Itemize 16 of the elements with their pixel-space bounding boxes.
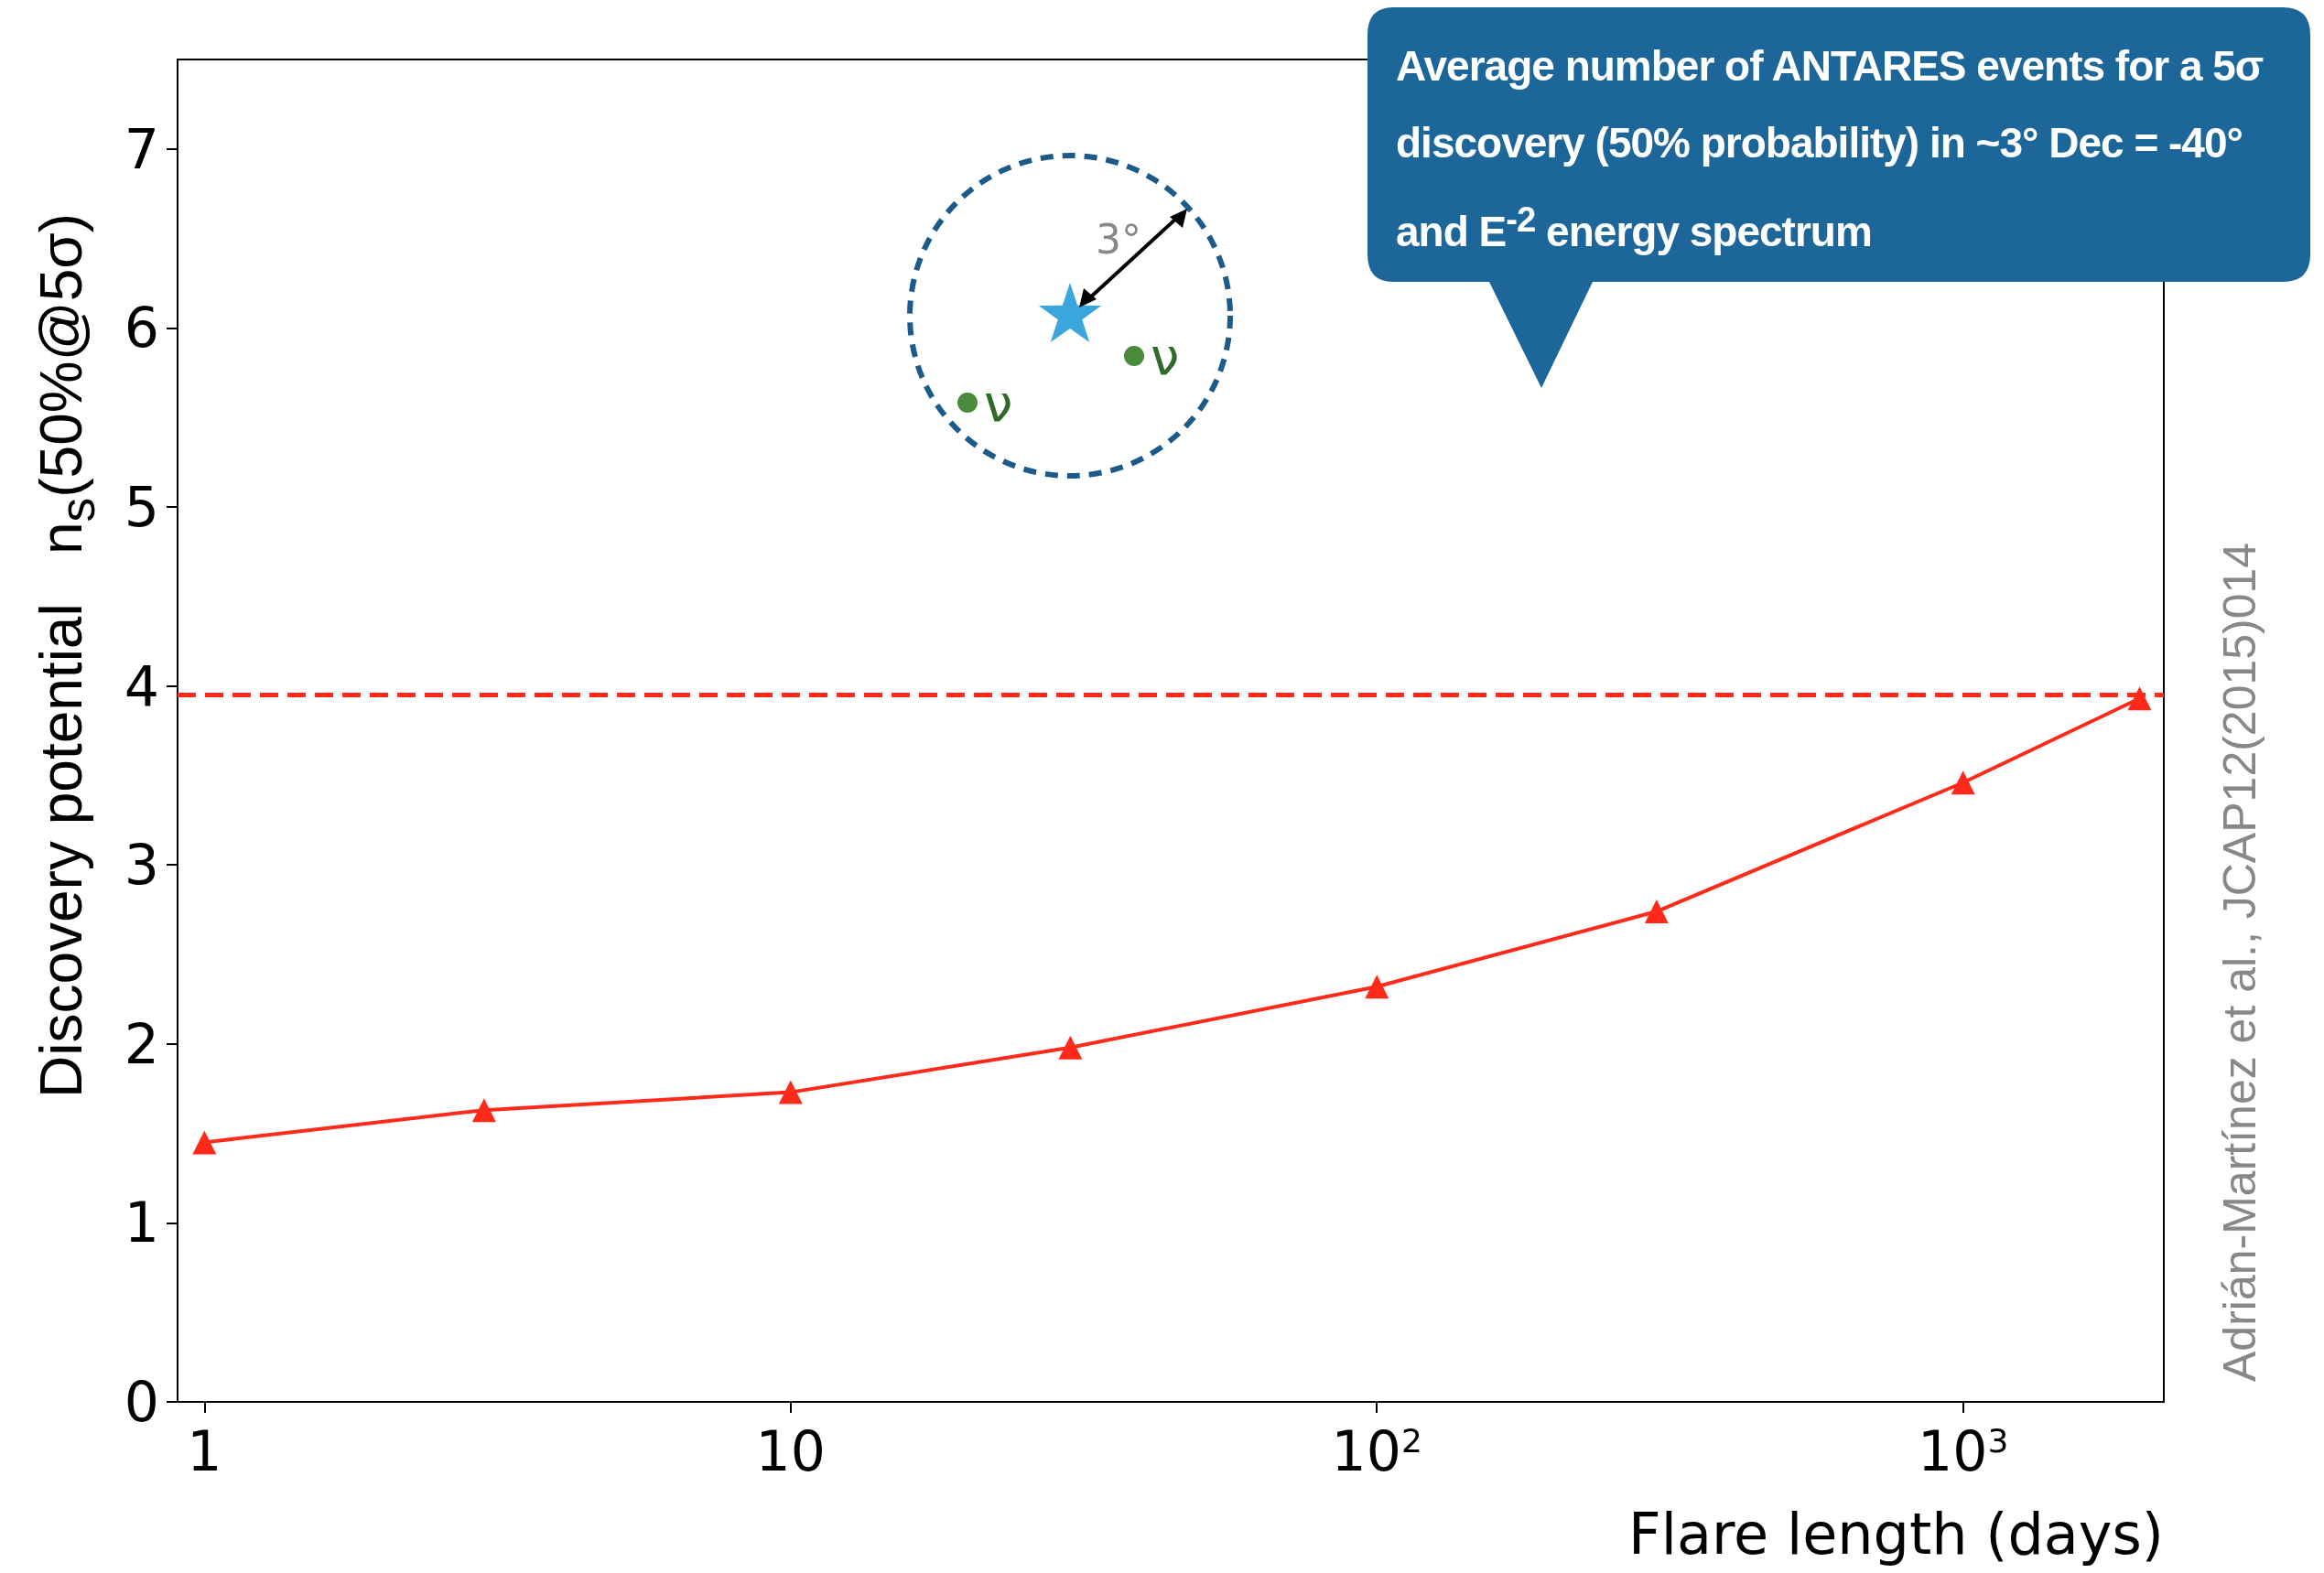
x-tick-label: 1	[187, 1419, 222, 1483]
y-tick-label: 2	[124, 1011, 159, 1076]
y-tick-label: 7	[124, 116, 159, 181]
y-tick-label: 1	[124, 1191, 159, 1255]
x-axis-title: Flare length (days)	[1628, 1501, 2164, 1568]
annotation: ν	[984, 373, 1013, 433]
annotation: Average number of ANTARES events for a 5σ discovery (50% probability) in ~3° Dec = -40° and E$^{-2}$ energy spectrum	[1396, 41, 2265, 258]
y-tick-label: 3	[124, 833, 159, 898]
x-tick-label: 10	[755, 1419, 826, 1483]
y-tick-label: 0	[124, 1370, 159, 1434]
annotation: 3°	[1096, 216, 1141, 263]
y-tick-label: 4	[124, 653, 159, 718]
y-tick-label: 5	[124, 475, 159, 539]
text: Adrián-Martínez et al., JCAP12(2015)014	[2213, 542, 2266, 1382]
annotation: ν	[1151, 327, 1180, 386]
y-tick-label: 6	[124, 296, 159, 361]
